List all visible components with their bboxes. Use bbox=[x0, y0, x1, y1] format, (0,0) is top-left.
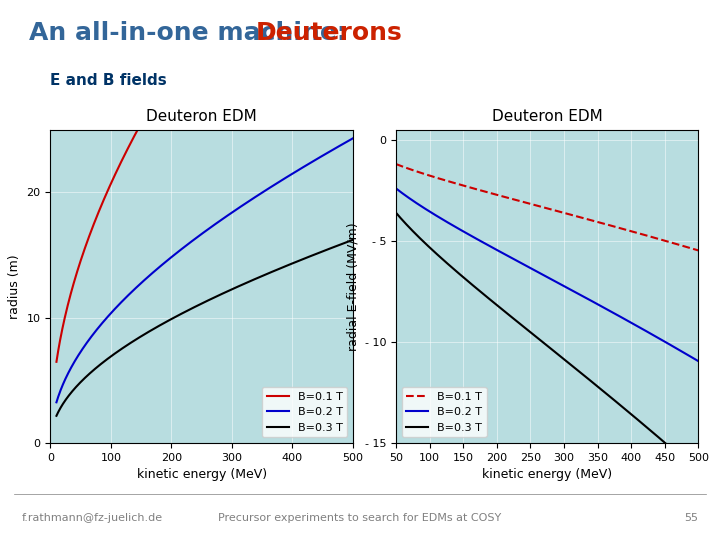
X-axis label: kinetic energy (MeV): kinetic energy (MeV) bbox=[137, 468, 266, 481]
B=0.2 T bbox=[636, 325, 644, 331]
B=0.1 T bbox=[694, 247, 703, 254]
B=0.1 T bbox=[564, 211, 572, 217]
B=0.3 T bbox=[52, 413, 60, 419]
Line: B=0.3 T: B=0.3 T bbox=[376, 185, 698, 472]
B=0.3 T bbox=[686, 462, 695, 468]
B=0.2 T bbox=[694, 358, 703, 365]
B=0.1 T bbox=[546, 206, 554, 212]
B=0.1 T bbox=[526, 201, 535, 207]
B=0.2 T bbox=[372, 166, 380, 173]
Legend: B=0.1 T, B=0.2 T, B=0.3 T: B=0.1 T, B=0.2 T, B=0.3 T bbox=[262, 387, 347, 437]
B=0.1 T bbox=[525, 200, 534, 207]
Line: B=0.3 T: B=0.3 T bbox=[56, 240, 353, 416]
Legend: B=0.1 T, B=0.2 T, B=0.3 T: B=0.1 T, B=0.2 T, B=0.3 T bbox=[402, 387, 487, 437]
B=0.1 T bbox=[372, 152, 380, 158]
Line: B=0.2 T: B=0.2 T bbox=[56, 138, 353, 402]
B=0.2 T bbox=[526, 265, 535, 272]
Title: Deuteron EDM: Deuteron EDM bbox=[492, 109, 603, 124]
B=0.1 T bbox=[686, 245, 695, 252]
B=0.1 T bbox=[194, 26, 203, 32]
B=0.3 T bbox=[193, 302, 202, 309]
B=0.2 T bbox=[52, 399, 60, 406]
B=0.2 T bbox=[564, 285, 572, 292]
X-axis label: kinetic energy (MeV): kinetic energy (MeV) bbox=[482, 468, 612, 481]
Y-axis label: radial E-field (MV/m): radial E-field (MV/m) bbox=[346, 222, 359, 350]
B=0.2 T bbox=[341, 139, 350, 146]
B=0.2 T bbox=[212, 220, 221, 226]
B=0.3 T bbox=[546, 345, 554, 352]
B=0.2 T bbox=[193, 234, 202, 240]
B=0.2 T bbox=[228, 208, 237, 215]
B=0.3 T bbox=[372, 181, 380, 188]
B=0.2 T bbox=[525, 264, 534, 271]
Line: B=0.2 T: B=0.2 T bbox=[376, 170, 698, 361]
B=0.1 T bbox=[193, 29, 202, 35]
Text: Precursor experiments to search for EDMs at COSY: Precursor experiments to search for EDMs… bbox=[218, 514, 502, 523]
B=0.3 T bbox=[694, 469, 703, 475]
Line: B=0.1 T: B=0.1 T bbox=[376, 155, 698, 251]
Text: An all-in-one machine:: An all-in-one machine: bbox=[29, 22, 355, 45]
B=0.3 T bbox=[525, 328, 534, 334]
Text: 55: 55 bbox=[685, 514, 698, 523]
B=0.2 T bbox=[194, 233, 203, 239]
B=0.3 T bbox=[295, 258, 304, 264]
B=0.2 T bbox=[348, 135, 357, 141]
B=0.3 T bbox=[228, 286, 237, 292]
B=0.2 T bbox=[295, 166, 304, 173]
B=0.2 T bbox=[686, 353, 695, 360]
B=0.3 T bbox=[194, 302, 203, 308]
Y-axis label: radius (m): radius (m) bbox=[8, 254, 21, 319]
Text: E and B fields: E and B fields bbox=[50, 73, 167, 88]
Line: B=0.1 T: B=0.1 T bbox=[56, 0, 353, 362]
B=0.3 T bbox=[636, 418, 644, 425]
B=0.3 T bbox=[526, 329, 535, 336]
B=0.3 T bbox=[564, 359, 572, 366]
B=0.3 T bbox=[348, 237, 357, 243]
B=0.2 T bbox=[546, 275, 554, 282]
B=0.1 T bbox=[212, 0, 221, 6]
B=0.3 T bbox=[341, 239, 350, 246]
B=0.3 T bbox=[212, 293, 221, 300]
Text: Deuterons: Deuterons bbox=[256, 22, 402, 45]
B=0.1 T bbox=[52, 359, 60, 365]
Title: Deuteron EDM: Deuteron EDM bbox=[146, 109, 257, 124]
B=0.1 T bbox=[636, 231, 644, 237]
Text: f.rathmann@fz-juelich.de: f.rathmann@fz-juelich.de bbox=[22, 514, 163, 523]
